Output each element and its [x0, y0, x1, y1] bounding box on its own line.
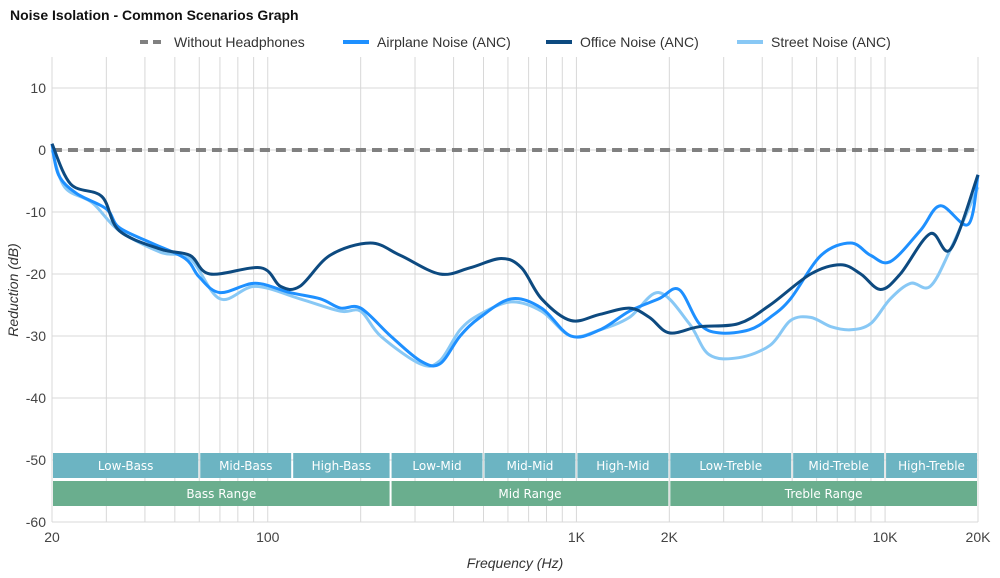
legend-label: Without Headphones: [174, 34, 305, 50]
x-tick-label: 100: [256, 529, 280, 545]
legend-label: Airplane Noise (ANC): [377, 34, 511, 50]
range-rect: [670, 481, 977, 506]
band-rect: [53, 453, 199, 478]
band-label: Mid-Mid: [506, 459, 553, 473]
y-tick-label: -20: [26, 266, 46, 282]
band-label: Mid-Bass: [219, 459, 272, 473]
band-rect: [293, 453, 390, 478]
x-axis-label: Frequency (Hz): [467, 555, 563, 571]
y-tick-label: 0: [38, 142, 46, 158]
x-tick-label: 20: [44, 529, 60, 545]
x-tick-label: 10K: [873, 529, 899, 545]
y-tick-label: 10: [30, 80, 46, 96]
y-tick-label: -40: [26, 390, 46, 406]
series-line-airplane-noise-anc-: [50, 143, 980, 368]
y-tick-label: -10: [26, 204, 46, 220]
legend-label: Office Noise (ANC): [580, 34, 699, 50]
x-tick-label: 20K: [966, 529, 992, 545]
y-tick-label: -60: [26, 514, 46, 530]
band-rect: [484, 453, 576, 478]
band-rect: [200, 453, 292, 478]
series-line-street-noise-anc-: [50, 149, 980, 368]
chart-title: Noise Isolation - Common Scenarios Graph: [10, 7, 299, 23]
band-rect: [391, 453, 483, 478]
band-label: Low-Treble: [699, 459, 762, 473]
range-rect: [53, 481, 390, 506]
x-tick-label: 1K: [568, 529, 586, 545]
band-label: High-Bass: [312, 459, 372, 473]
range-rect: [391, 481, 669, 506]
x-tick-label: 2K: [661, 529, 679, 545]
band-rect: [886, 453, 977, 478]
legend-label: Street Noise (ANC): [771, 34, 891, 50]
band-label: High-Treble: [898, 459, 965, 473]
y-tick-label: -50: [26, 452, 46, 468]
y-axis-label: Reduction (dB): [5, 243, 21, 336]
band-label: High-Mid: [596, 459, 649, 473]
range-label: Mid Range: [498, 487, 561, 501]
series-line-office-noise-anc-: [50, 143, 980, 335]
range-label: Bass Range: [186, 487, 256, 501]
range-label: Treble Range: [784, 487, 863, 501]
band-label: Low-Bass: [98, 459, 154, 473]
band-label: Low-Mid: [412, 459, 461, 473]
band-rect: [577, 453, 669, 478]
band-label: Mid-Treble: [808, 459, 869, 473]
band-rect: [793, 453, 885, 478]
band-rect: [670, 453, 792, 478]
y-tick-label: -30: [26, 328, 46, 344]
